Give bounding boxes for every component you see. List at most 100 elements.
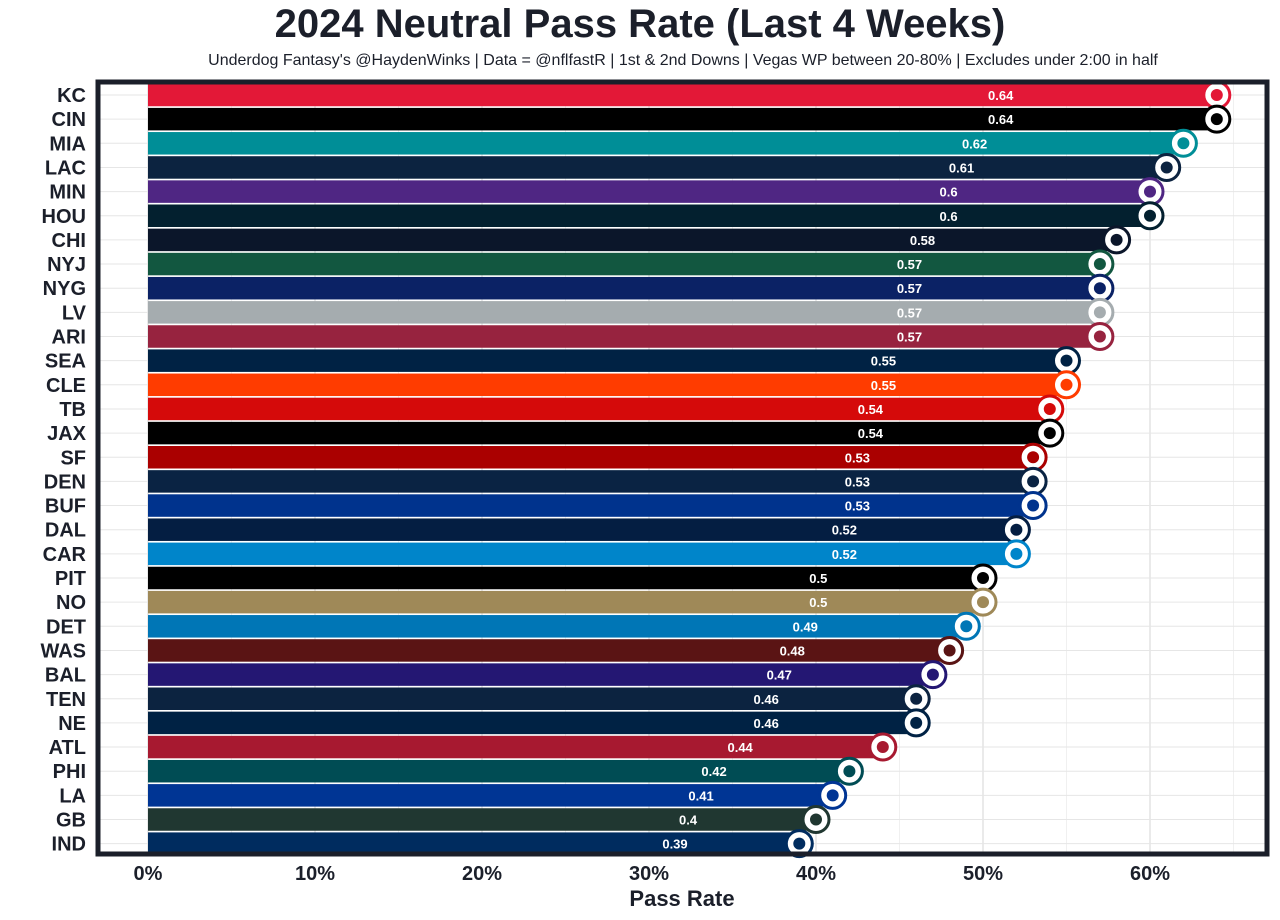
packers-logo-icon	[801, 805, 831, 834]
team-label-ne: NE	[58, 713, 86, 735]
commanders-logo-icon	[935, 635, 965, 665]
bar-buf	[148, 494, 1034, 517]
texans-logo-icon	[1135, 201, 1165, 231]
value-label: 0.52	[832, 547, 857, 562]
value-label: 0.4	[679, 813, 698, 828]
chart-title: 2024 Neutral Pass Rate (Last 4 Weeks)	[274, 2, 1006, 46]
bar-mia	[148, 132, 1184, 155]
bar-no	[148, 590, 983, 614]
bar-chi	[148, 228, 1117, 252]
team-label-ari: ARI	[52, 327, 86, 349]
bar-lac	[148, 156, 1167, 179]
team-label-nyg: NYG	[43, 278, 86, 300]
value-label: 0.57	[897, 305, 922, 320]
team-label-lv: LV	[62, 302, 87, 324]
giants-logo-icon	[1085, 273, 1115, 303]
value-label: 0.55	[871, 378, 896, 393]
bar-hou	[148, 204, 1150, 227]
raiders-logo-icon	[1085, 297, 1115, 327]
bar-gb	[148, 808, 816, 831]
value-label: 0.39	[662, 837, 687, 852]
team-label-jax: JAX	[47, 423, 87, 445]
bar-was	[148, 639, 950, 662]
team-label-pit: PIT	[55, 568, 86, 590]
bar-nyj	[148, 252, 1100, 276]
team-label-lac: LAC	[45, 157, 86, 179]
team-label-bal: BAL	[45, 665, 86, 687]
value-label: 0.61	[949, 160, 974, 175]
bar-ind	[148, 832, 800, 855]
falcons-logo-icon	[868, 732, 898, 762]
saints-logo-icon	[968, 587, 998, 617]
dolphins-logo-icon	[1168, 128, 1198, 158]
team-label-mia: MIA	[49, 133, 86, 155]
team-label-buf: BUF	[45, 496, 86, 518]
bar-phi	[148, 759, 850, 783]
bar-ne	[148, 711, 917, 735]
value-label: 0.53	[845, 474, 870, 489]
value-label: 0.44	[727, 740, 753, 755]
value-label: 0.46	[754, 716, 779, 731]
bengals-logo-icon	[1202, 104, 1232, 134]
value-label: 0.42	[701, 764, 726, 779]
browns-logo-icon	[1052, 370, 1081, 400]
value-label: 0.54	[858, 426, 884, 441]
cardinals-logo-icon	[1085, 322, 1115, 351]
49ers-logo-icon	[1018, 442, 1048, 472]
bar-lv	[148, 301, 1100, 324]
bar-ari	[148, 325, 1100, 348]
value-label: 0.52	[832, 523, 857, 538]
x-tick-label: 40%	[796, 863, 836, 885]
bar-det	[148, 615, 967, 638]
x-tick-label: 50%	[963, 863, 1003, 885]
value-label: 0.55	[871, 354, 896, 369]
value-label: 0.49	[793, 619, 818, 634]
bar-nyg	[148, 276, 1100, 300]
bar-den	[148, 470, 1034, 493]
bar-cle	[148, 373, 1067, 397]
x-tick-label: 30%	[629, 863, 669, 885]
bar-bal	[148, 663, 933, 686]
team-label-gb: GB	[56, 810, 86, 832]
team-label-ind: IND	[52, 834, 86, 856]
bar-pit	[148, 566, 983, 590]
bar-cin	[148, 107, 1217, 131]
value-label: 0.6	[940, 185, 958, 200]
broncos-logo-icon	[1018, 466, 1048, 496]
team-label-was: WAS	[40, 640, 86, 662]
bar-sea	[148, 349, 1067, 372]
buccaneers-logo-icon	[1035, 394, 1065, 424]
value-label: 0.47	[767, 668, 792, 683]
value-label: 0.54	[858, 402, 884, 417]
vikings-logo-icon	[1135, 177, 1165, 207]
value-label: 0.46	[754, 692, 779, 707]
x-axis-title: Pass Rate	[629, 886, 734, 911]
team-label-den: DEN	[44, 471, 86, 493]
team-label-hou: HOU	[42, 206, 86, 228]
team-label-sf: SF	[60, 447, 86, 469]
value-label: 0.48	[780, 643, 805, 658]
seahawks-logo-icon	[1052, 346, 1081, 376]
steelers-logo-icon	[968, 563, 998, 593]
bar-ten	[148, 687, 917, 710]
bar-la	[148, 784, 833, 807]
value-label: 0.64	[988, 112, 1014, 127]
x-tick-label: 20%	[462, 863, 502, 885]
patriots-logo-icon	[901, 708, 931, 738]
bar-jax	[148, 421, 1050, 445]
team-label-kc: KC	[57, 85, 86, 107]
rams-logo-icon	[818, 780, 848, 810]
panthers-logo-icon	[1001, 539, 1031, 569]
bar-min	[148, 180, 1150, 203]
team-label-chi: CHI	[52, 230, 86, 252]
bar-atl	[148, 735, 883, 759]
team-label-sea: SEA	[45, 351, 86, 373]
value-label: 0.64	[988, 88, 1014, 103]
chargers-logo-icon	[1152, 152, 1182, 182]
bar-dal	[148, 518, 1017, 541]
eagles-logo-icon	[834, 756, 864, 786]
chiefs-logo-icon	[1202, 80, 1232, 110]
team-label-cin: CIN	[52, 109, 86, 131]
value-label: 0.57	[897, 257, 922, 272]
